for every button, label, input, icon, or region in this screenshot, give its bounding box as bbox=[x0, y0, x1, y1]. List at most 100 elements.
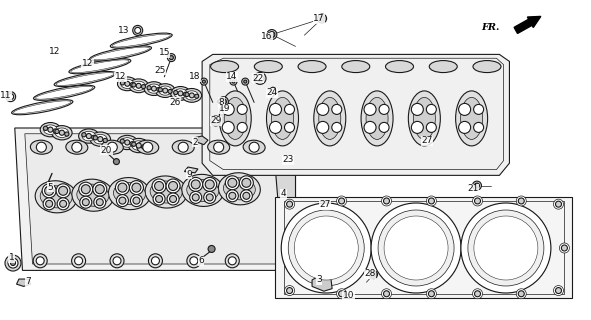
Circle shape bbox=[237, 104, 247, 114]
Ellipse shape bbox=[34, 85, 95, 100]
Circle shape bbox=[125, 140, 130, 145]
Text: 27: 27 bbox=[421, 136, 433, 145]
Circle shape bbox=[226, 190, 238, 202]
Circle shape bbox=[113, 257, 121, 265]
Text: 19: 19 bbox=[219, 104, 230, 113]
Text: 1: 1 bbox=[9, 253, 15, 262]
Circle shape bbox=[113, 159, 119, 164]
Circle shape bbox=[48, 127, 53, 132]
Ellipse shape bbox=[385, 60, 414, 73]
Ellipse shape bbox=[174, 89, 187, 98]
Polygon shape bbox=[275, 197, 572, 298]
Ellipse shape bbox=[14, 101, 71, 114]
Ellipse shape bbox=[40, 123, 61, 137]
Circle shape bbox=[43, 198, 55, 210]
Text: 13: 13 bbox=[118, 26, 130, 35]
Circle shape bbox=[208, 245, 215, 252]
Text: 7: 7 bbox=[25, 277, 31, 286]
Circle shape bbox=[185, 92, 189, 97]
Polygon shape bbox=[273, 128, 296, 270]
Circle shape bbox=[94, 196, 106, 208]
Text: 16: 16 bbox=[261, 32, 273, 41]
Circle shape bbox=[167, 53, 176, 61]
Text: 2: 2 bbox=[192, 138, 198, 147]
Circle shape bbox=[269, 32, 275, 37]
Ellipse shape bbox=[182, 89, 202, 102]
Circle shape bbox=[53, 129, 57, 133]
Ellipse shape bbox=[12, 100, 73, 115]
Circle shape bbox=[42, 184, 56, 198]
Circle shape bbox=[108, 142, 117, 152]
Circle shape bbox=[554, 285, 563, 296]
Circle shape bbox=[204, 191, 216, 204]
Circle shape bbox=[211, 116, 220, 126]
Circle shape bbox=[288, 210, 364, 286]
Circle shape bbox=[183, 92, 187, 96]
Circle shape bbox=[59, 186, 67, 195]
Text: 28: 28 bbox=[364, 269, 376, 278]
Circle shape bbox=[369, 271, 378, 278]
Circle shape bbox=[8, 94, 14, 100]
Ellipse shape bbox=[319, 97, 341, 140]
Circle shape bbox=[135, 28, 141, 33]
Circle shape bbox=[5, 255, 21, 271]
Circle shape bbox=[46, 200, 53, 207]
Circle shape bbox=[317, 14, 327, 23]
Circle shape bbox=[136, 143, 141, 148]
Circle shape bbox=[556, 201, 561, 207]
Ellipse shape bbox=[90, 46, 151, 61]
Circle shape bbox=[96, 199, 103, 206]
Text: 12: 12 bbox=[115, 72, 126, 81]
Ellipse shape bbox=[185, 91, 199, 100]
Circle shape bbox=[293, 243, 303, 253]
Circle shape bbox=[190, 257, 198, 265]
Ellipse shape bbox=[117, 135, 138, 150]
Circle shape bbox=[189, 93, 194, 98]
Circle shape bbox=[517, 196, 526, 206]
Circle shape bbox=[339, 198, 345, 204]
Circle shape bbox=[281, 203, 371, 293]
Circle shape bbox=[241, 190, 252, 202]
Circle shape bbox=[166, 179, 180, 193]
Circle shape bbox=[411, 103, 423, 116]
Circle shape bbox=[364, 103, 376, 116]
Circle shape bbox=[332, 104, 342, 114]
Ellipse shape bbox=[223, 178, 255, 200]
Circle shape bbox=[556, 288, 561, 293]
Ellipse shape bbox=[207, 140, 230, 154]
Circle shape bbox=[130, 142, 134, 146]
Circle shape bbox=[155, 196, 163, 203]
Circle shape bbox=[339, 291, 345, 297]
Circle shape bbox=[219, 97, 228, 107]
Circle shape bbox=[141, 145, 146, 149]
Polygon shape bbox=[312, 276, 332, 291]
Text: 18: 18 bbox=[189, 72, 201, 81]
Circle shape bbox=[74, 257, 83, 265]
Ellipse shape bbox=[144, 82, 164, 95]
Ellipse shape bbox=[408, 91, 440, 146]
Circle shape bbox=[560, 243, 569, 253]
Circle shape bbox=[143, 142, 152, 152]
Circle shape bbox=[37, 142, 46, 152]
Ellipse shape bbox=[243, 140, 265, 154]
Circle shape bbox=[284, 122, 294, 132]
Circle shape bbox=[148, 254, 163, 268]
Ellipse shape bbox=[366, 97, 388, 140]
Circle shape bbox=[285, 285, 294, 296]
Circle shape bbox=[118, 183, 127, 192]
Circle shape bbox=[187, 254, 201, 268]
Circle shape bbox=[287, 201, 293, 207]
Circle shape bbox=[103, 138, 108, 143]
Circle shape bbox=[43, 126, 48, 131]
Circle shape bbox=[203, 177, 217, 191]
Ellipse shape bbox=[121, 79, 134, 88]
Circle shape bbox=[57, 198, 69, 210]
Ellipse shape bbox=[35, 181, 77, 213]
Polygon shape bbox=[184, 167, 198, 173]
Ellipse shape bbox=[79, 129, 99, 143]
Circle shape bbox=[475, 183, 479, 188]
Circle shape bbox=[459, 103, 470, 116]
Circle shape bbox=[427, 289, 436, 299]
Circle shape bbox=[33, 254, 47, 268]
Circle shape bbox=[191, 180, 200, 189]
